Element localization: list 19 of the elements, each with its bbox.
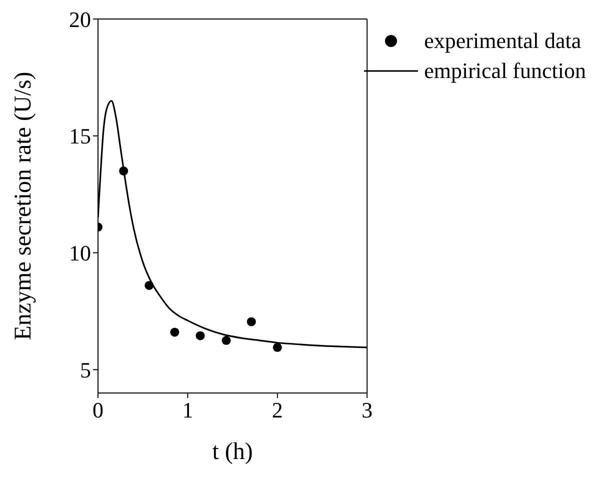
x-tick-label: 1	[182, 398, 194, 423]
point	[170, 328, 180, 337]
y-tick-label: 20	[69, 6, 91, 32]
x-tick-label: 0	[92, 398, 104, 423]
point	[272, 342, 282, 352]
legend-label: experimental data	[424, 27, 582, 55]
y-axis-title: Enzyme secretion rate (U/s)	[10, 72, 37, 340]
point	[246, 317, 256, 326]
point	[196, 331, 205, 340]
point	[144, 280, 154, 290]
point	[222, 336, 231, 345]
x-tick-label: 3	[362, 398, 373, 423]
point	[119, 166, 128, 176]
x-axis-title: t (h)	[212, 439, 253, 465]
legend-label: empirical function	[424, 57, 586, 85]
y-tick-label: 5	[80, 357, 91, 382]
y-tick-label: 15	[69, 124, 91, 149]
x-tick-label: 2	[272, 398, 283, 423]
y-tick-label: 10	[69, 240, 91, 266]
